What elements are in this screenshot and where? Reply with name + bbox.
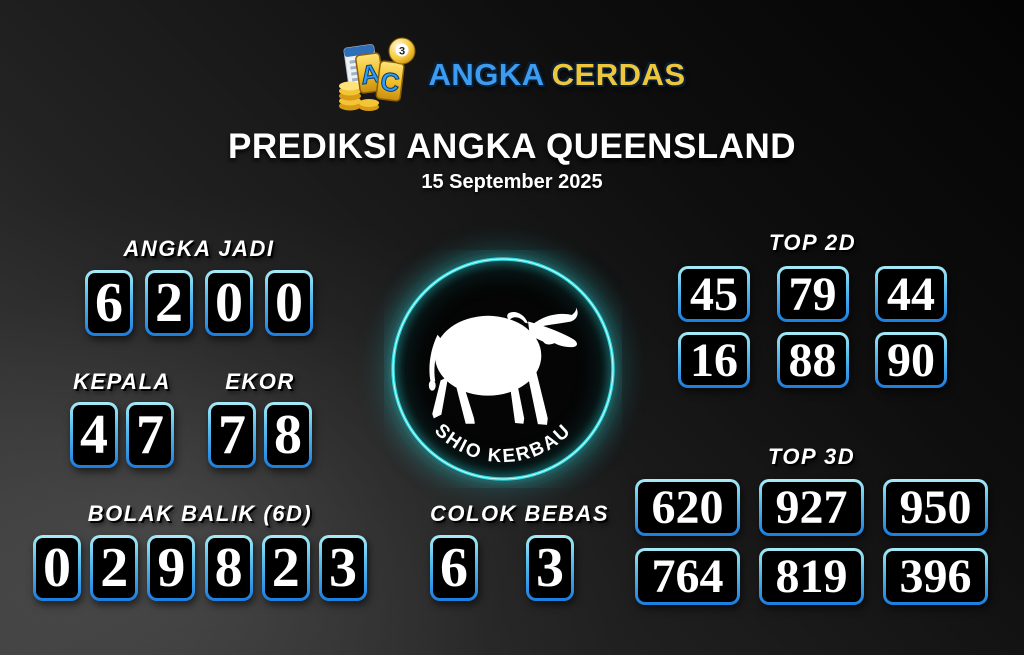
- digit-card: 7: [126, 402, 174, 468]
- kepala-label: KEPALA: [73, 369, 171, 394]
- colok-bebas-cards: 6 3: [430, 535, 574, 601]
- brand-first-word: ANGKA: [428, 57, 545, 92]
- number-value: 45: [681, 268, 747, 321]
- section-top-2d: TOP 2D 45 79 44 16 88 90: [678, 230, 947, 388]
- digit-card: 9: [147, 535, 196, 601]
- top-2d-label: TOP 2D: [768, 230, 857, 255]
- buffalo-icon: [428, 307, 578, 425]
- number-card: 927: [759, 479, 864, 536]
- digit-value: 8: [267, 404, 309, 466]
- bolak-balik-label: BOLAK BALIK (6D): [87, 501, 313, 526]
- ekor-cards: 7 8: [208, 402, 312, 468]
- colok-bebas-label: COLOK BEBAS: [430, 501, 610, 526]
- number-value: 88: [779, 334, 846, 387]
- digit-card: 2: [90, 535, 139, 601]
- number-value: 396: [886, 550, 985, 603]
- digit-value: 6: [433, 537, 475, 599]
- kepala-cards: 4 7: [70, 402, 174, 468]
- number-card: 396: [883, 548, 988, 605]
- neon-ring-highlight: [392, 258, 614, 480]
- digit-value: 0: [268, 272, 310, 334]
- brand-second-word: CERDAS: [551, 57, 686, 92]
- logo-letter-a: A: [359, 58, 382, 90]
- top-3d-cards: 620 927 950 764 819 396: [635, 479, 988, 605]
- site-logo: A C 3 ANGKA CERDAS: [0, 36, 1024, 114]
- coins-icon: [339, 81, 380, 111]
- number-card: 90: [875, 332, 947, 388]
- number-value: 90: [878, 334, 944, 387]
- digit-card: 2: [145, 270, 193, 336]
- number-value: 950: [886, 481, 985, 534]
- digit-value: 2: [148, 272, 190, 334]
- angka-jadi-label: ANGKA JADI: [123, 236, 275, 261]
- number-card: 764: [635, 548, 740, 605]
- digit-value: 4: [73, 404, 115, 466]
- digit-card: 0: [33, 535, 81, 601]
- number-value: 44: [878, 268, 944, 321]
- logo-card-a: A: [355, 52, 386, 94]
- lottery-ball-icon: 3: [388, 37, 416, 65]
- digit-value: 2: [93, 537, 136, 599]
- top-3d-label: TOP 3D: [767, 444, 856, 469]
- digit-card: 8: [204, 535, 253, 601]
- digit-value: 9: [150, 537, 193, 599]
- logo-letter-c: C: [379, 66, 402, 98]
- digit-card: 8: [264, 402, 312, 468]
- digit-value: 0: [36, 537, 78, 599]
- digit-value: 0: [208, 272, 250, 334]
- page-title: PREDIKSI ANGKA QUEENSLAND: [227, 127, 796, 166]
- section-kepala: KEPALA 4 7: [70, 369, 174, 468]
- digit-value: 6: [88, 272, 130, 334]
- page-date: 15 September 2025: [421, 171, 603, 193]
- top-2d-cards: 45 79 44 16 88 90: [678, 266, 947, 388]
- digit-value: 7: [129, 404, 171, 466]
- digit-value: 8: [207, 537, 250, 599]
- section-top-3d: TOP 3D 620 927 950 764 819 396: [635, 444, 988, 605]
- logo-card-c: C: [376, 60, 406, 102]
- section-colok-bebas: COLOK BEBAS 6 3: [430, 501, 610, 601]
- number-value: 79: [779, 268, 846, 321]
- number-card: 819: [759, 548, 864, 605]
- number-value: 620: [638, 481, 737, 534]
- digit-card: 6: [85, 270, 133, 336]
- digit-card: 3: [526, 535, 574, 601]
- section-bolak-balik: BOLAK BALIK (6D) 0 2 9 8 2 3: [33, 501, 367, 601]
- angka-cerdas-logo-icon: A C 3: [339, 37, 416, 111]
- section-angka-jadi: ANGKA JADI 6 2 0 0: [85, 236, 313, 336]
- number-value: 16: [681, 334, 747, 387]
- number-card: 88: [776, 332, 849, 388]
- number-card: 16: [678, 332, 750, 388]
- digit-value: 7: [211, 404, 253, 466]
- number-card: 79: [776, 266, 849, 322]
- number-card: 44: [875, 266, 947, 322]
- digit-card: 0: [265, 270, 313, 336]
- section-ekor: EKOR 7 8: [208, 369, 312, 468]
- number-value: 819: [762, 550, 861, 603]
- number-card: 620: [635, 479, 740, 536]
- ball-number: 3: [399, 46, 405, 58]
- number-value: 764: [638, 550, 737, 603]
- angka-jadi-cards: 6 2 0 0: [85, 270, 313, 336]
- digit-card: 2: [261, 535, 310, 601]
- digit-card: 7: [208, 402, 256, 468]
- bolak-balik-cards: 0 2 9 8 2 3: [33, 535, 367, 601]
- number-card: 45: [678, 266, 750, 322]
- shio-badge: SHIO KERBAU: [384, 250, 622, 488]
- digit-value: 3: [529, 537, 571, 599]
- digit-value: 3: [321, 537, 364, 599]
- digit-card: 0: [205, 270, 253, 336]
- brand-text: ANGKA CERDAS: [428, 57, 685, 93]
- number-value: 927: [762, 481, 861, 534]
- digit-value: 2: [264, 537, 307, 599]
- digit-card: 3: [318, 535, 367, 601]
- digit-card: 6: [430, 535, 478, 601]
- number-card: 950: [883, 479, 988, 536]
- shio-kerbau-graphic: SHIO KERBAU: [391, 257, 615, 481]
- ekor-label: EKOR: [225, 369, 295, 394]
- digit-card: 4: [70, 402, 118, 468]
